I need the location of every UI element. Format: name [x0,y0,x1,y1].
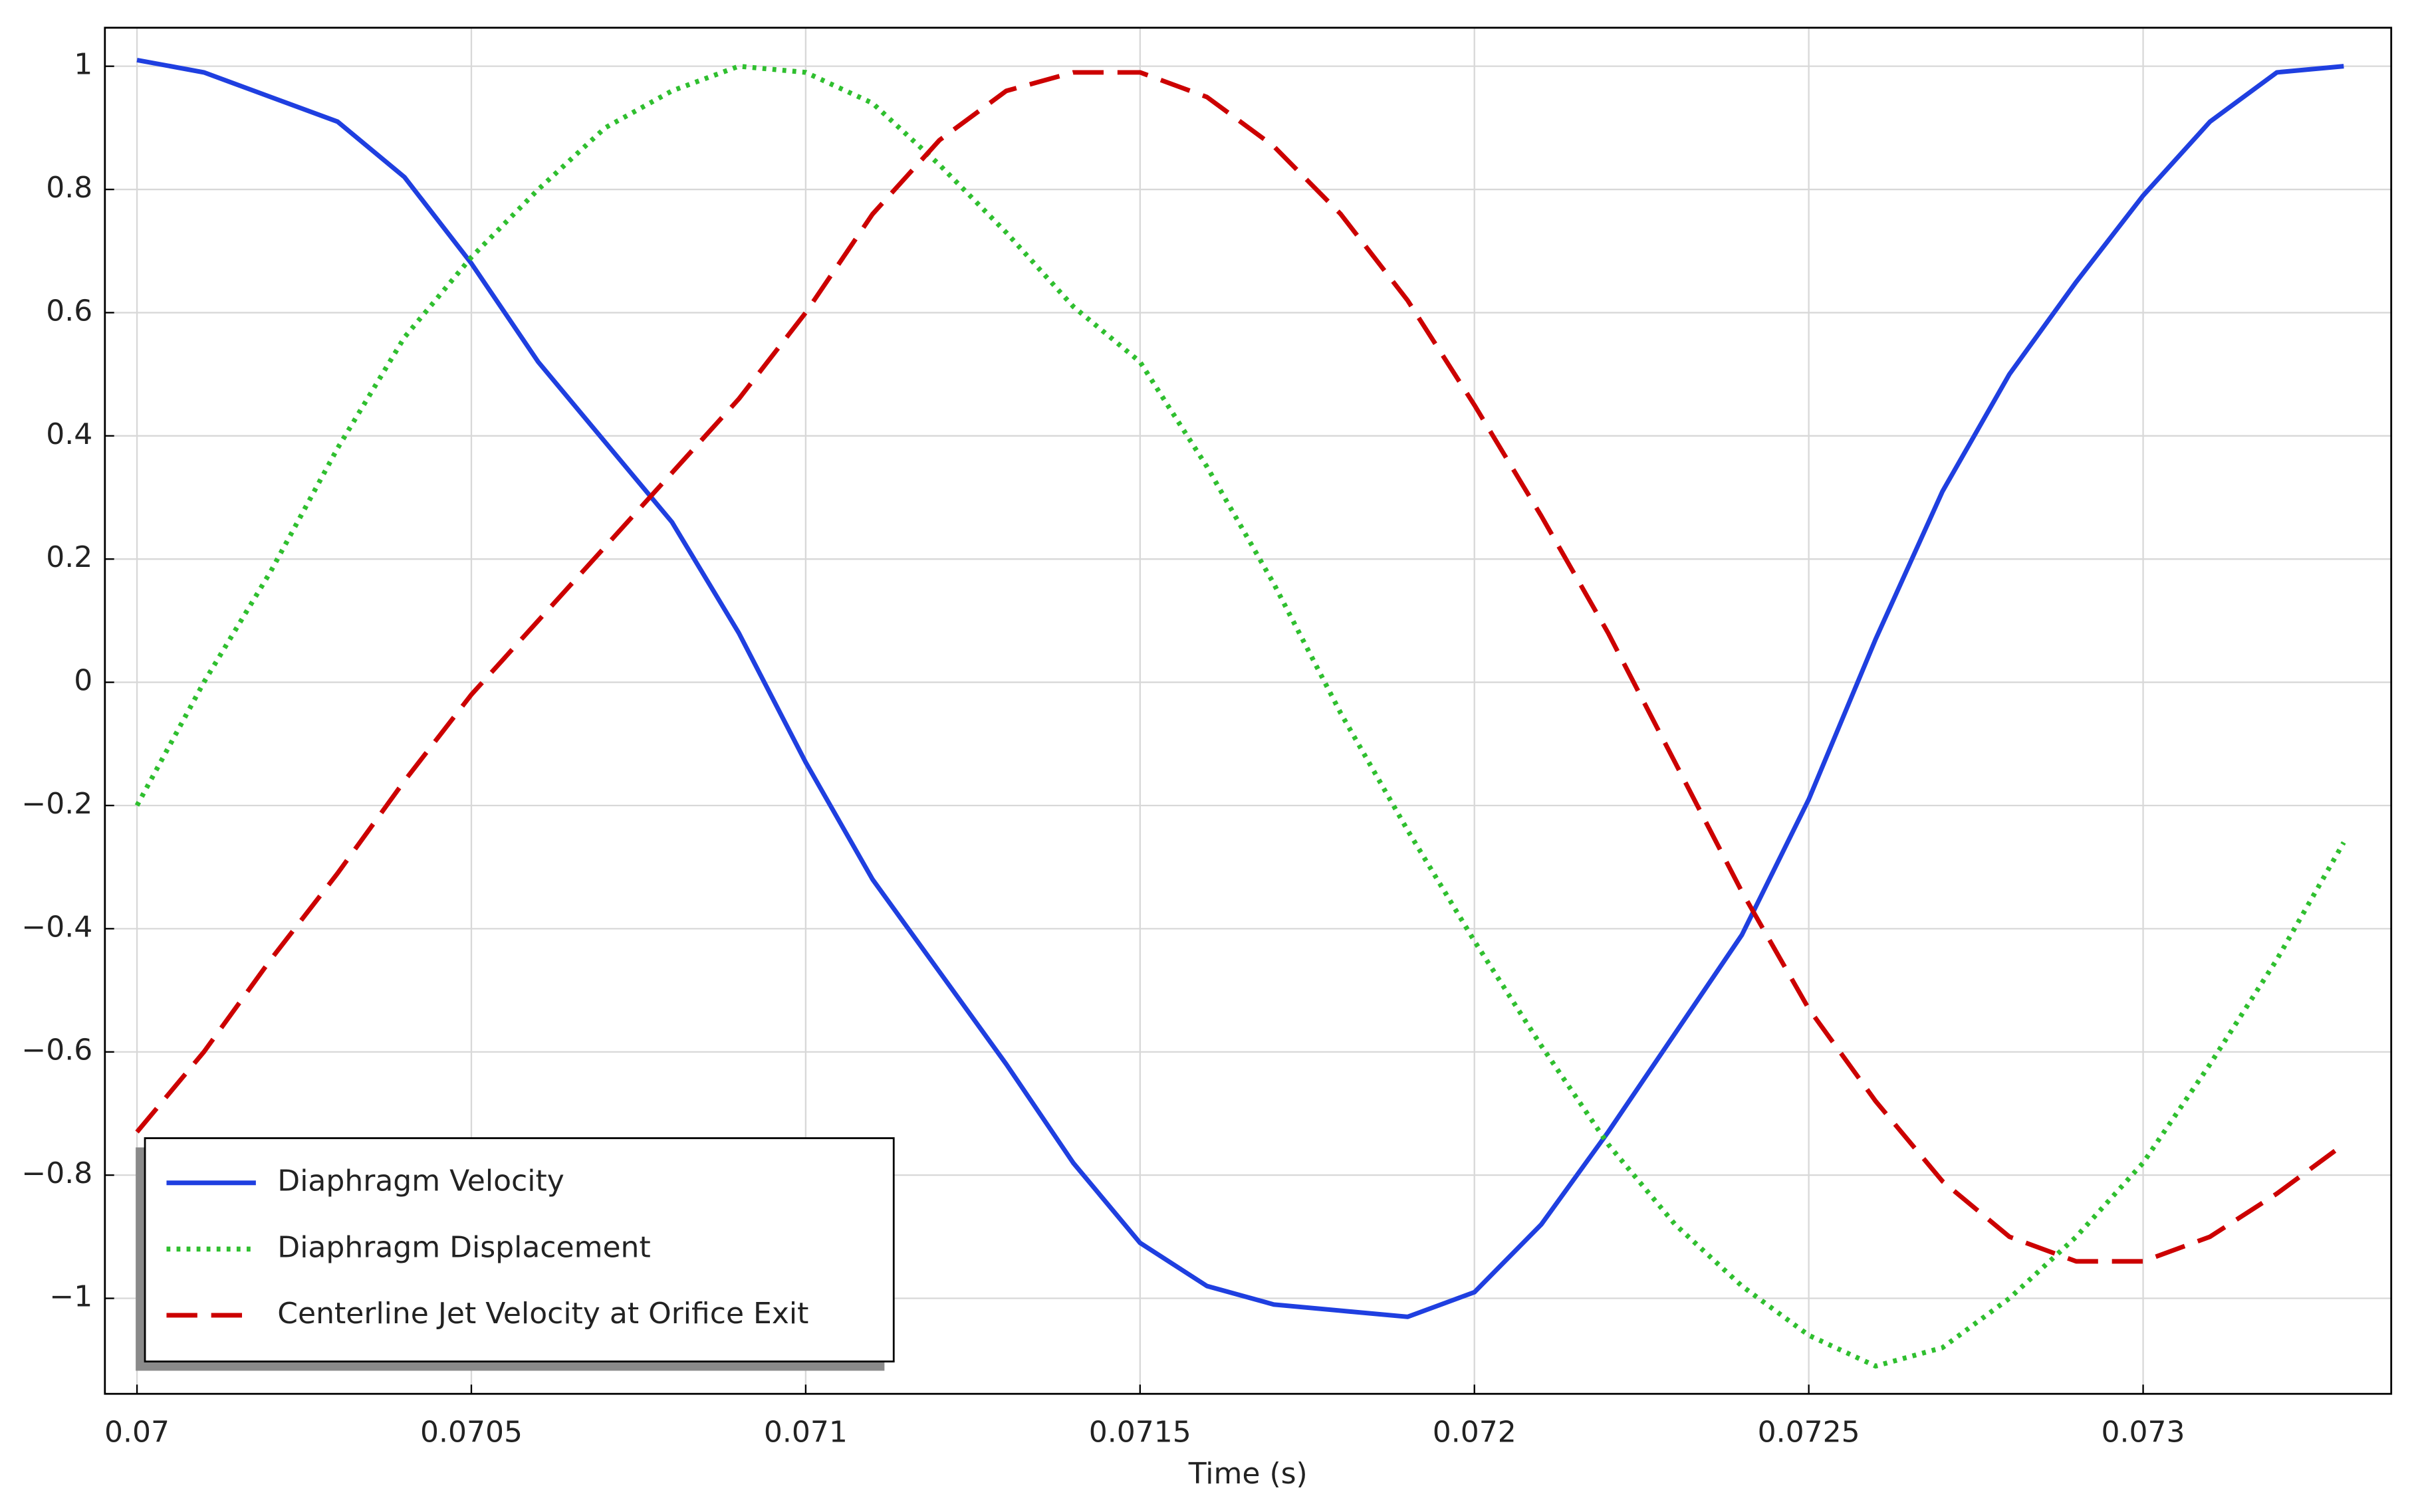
y-tick-label: −0.6 [21,1033,92,1067]
series-line [134,63,2346,1369]
y-tick-label: −1 [49,1280,92,1314]
y-tick-label: 1 [74,48,92,82]
series-line [135,70,2346,1264]
y-tick-label: −0.4 [21,910,92,944]
x-tick-label: 0.0705 [420,1415,523,1449]
x-axis-label: Time (s) [1188,1457,1308,1491]
y-tick-label: 0.8 [46,171,92,205]
y-tick-label: 0.6 [46,294,92,328]
x-tick-label: 0.07 [104,1415,170,1449]
legend-label: Centerline Jet Velocity at Orifice Exit [277,1297,808,1331]
x-tick-label: 0.071 [764,1415,848,1449]
y-tick-label: −0.8 [21,1156,92,1190]
x-tick-label: 0.072 [1433,1415,1516,1449]
x-tick-label: 0.073 [2102,1415,2185,1449]
y-tick-label: −0.2 [21,787,92,821]
x-tick-label: 0.0725 [1758,1415,1860,1449]
plot-frame [104,27,2393,1395]
y-tick-label: 0.4 [46,417,92,451]
series-line [136,57,2344,1319]
legend-label: Diaphragm Displacement [277,1230,650,1264]
y-tick-label: 0 [74,664,92,698]
legend [144,1137,895,1362]
x-tick-label: 0.0715 [1089,1415,1191,1449]
legend-label: Diaphragm Velocity [277,1164,564,1198]
y-tick-label: 0.2 [46,540,92,574]
